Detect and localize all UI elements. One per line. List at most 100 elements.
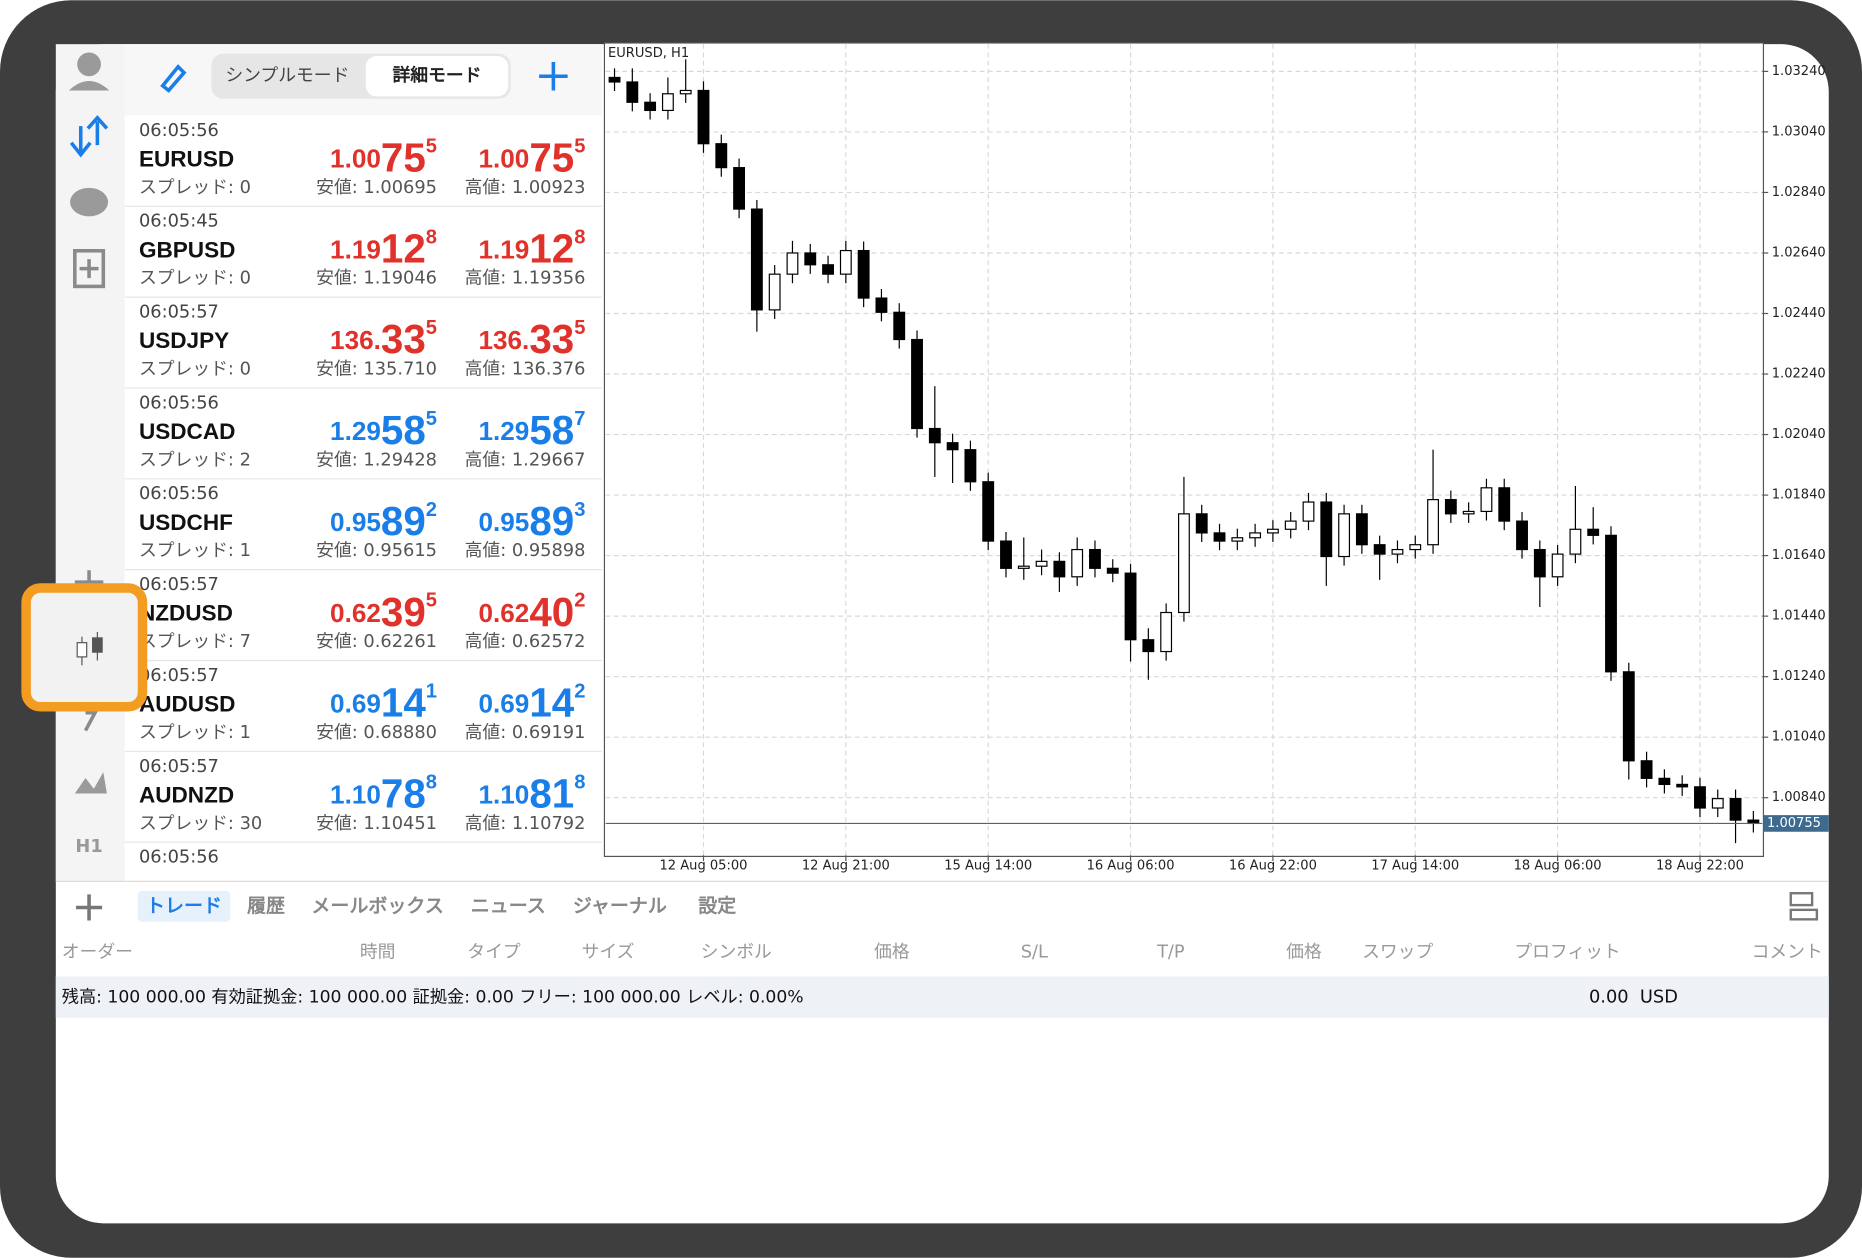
trade-icon[interactable] bbox=[69, 126, 92, 158]
add-symbol-icon[interactable] bbox=[539, 61, 568, 91]
terminal-tab[interactable]: 設定 bbox=[698, 895, 736, 917]
account-icon[interactable] bbox=[77, 52, 101, 77]
candle-body bbox=[1160, 611, 1173, 653]
bid-pips: 33 bbox=[381, 316, 426, 362]
spread: スプレッド: 0 bbox=[139, 177, 251, 198]
spread: スプレッド: 7 bbox=[139, 631, 251, 652]
bid-prefix: 136. bbox=[330, 325, 381, 355]
spread: スプレッド: 2 bbox=[139, 449, 251, 470]
mode-button[interactable]: 詳細モード bbox=[393, 64, 482, 86]
ask-pips: 89 bbox=[529, 498, 574, 544]
candle-body bbox=[1355, 513, 1368, 546]
quote-time: 06:05:56 bbox=[139, 847, 219, 868]
candle-body bbox=[911, 338, 923, 430]
candle-body bbox=[1711, 798, 1724, 809]
y-tick-label: 1.02840 bbox=[1772, 185, 1826, 200]
candle-body bbox=[1498, 487, 1511, 522]
quote-time: 06:05:56 bbox=[139, 120, 219, 141]
new-order-icon[interactable] bbox=[73, 249, 106, 289]
y-tick-label: 1.01240 bbox=[1772, 669, 1826, 684]
candle-body bbox=[733, 167, 746, 210]
candle-body bbox=[1391, 548, 1404, 555]
terminal-tab[interactable]: ジャーナル bbox=[573, 895, 667, 917]
bid-fraction: 5 bbox=[426, 590, 437, 612]
daily-low: 安値: 0.95615 bbox=[316, 540, 437, 561]
ask-pips: 75 bbox=[529, 134, 574, 180]
ask-fraction: 5 bbox=[574, 136, 585, 158]
quote-time: 06:05:45 bbox=[139, 211, 219, 232]
bid: 0.62395 bbox=[330, 588, 437, 634]
bid-fraction: 5 bbox=[426, 408, 437, 430]
account-summary: 残高: 100 000.00 有効証拠金: 100 000.00 証拠金: 0.… bbox=[62, 988, 804, 1008]
bid: 0.69141 bbox=[330, 679, 437, 725]
candle-body bbox=[928, 427, 941, 444]
daily-high: 高値: 136.376 bbox=[465, 359, 586, 380]
price-tag bbox=[1763, 815, 1829, 832]
terminal-tab[interactable]: トレード bbox=[146, 895, 222, 917]
y-tick-label: 1.03040 bbox=[1772, 124, 1826, 139]
candle-body bbox=[1694, 786, 1706, 809]
daily-low: 安値: 1.29428 bbox=[316, 449, 437, 470]
terminal-tab[interactable]: 履歴 bbox=[247, 895, 285, 917]
ask-prefix: 1.29 bbox=[478, 416, 529, 446]
candle-body bbox=[946, 442, 959, 451]
column-header: サイズ bbox=[582, 942, 635, 963]
tab-selected bbox=[137, 890, 231, 922]
candle-body bbox=[1195, 513, 1208, 534]
layout-icon[interactable] bbox=[1789, 892, 1814, 907]
bid-prefix: 0.69 bbox=[330, 689, 381, 719]
ask-pips: 40 bbox=[529, 588, 574, 634]
chart-title: EURUSD, H1 bbox=[608, 46, 689, 61]
ask-fraction: 8 bbox=[574, 227, 585, 249]
candle-body bbox=[964, 449, 977, 483]
quote-time: 06:05:57 bbox=[139, 302, 219, 323]
x-tick-label: 16 Aug 22:00 bbox=[1229, 858, 1317, 873]
ask: 136.335 bbox=[478, 316, 585, 362]
terminal-tab[interactable]: メールボックス bbox=[311, 895, 443, 917]
symbol: USDCHF bbox=[139, 510, 233, 535]
ask-fraction: 5 bbox=[574, 317, 585, 339]
daily-high: 高値: 0.62572 bbox=[465, 631, 586, 652]
mode-button[interactable]: シンプルモード bbox=[225, 65, 349, 86]
daily-high: 高値: 1.29667 bbox=[465, 449, 586, 470]
quote-row[interactable]: 06:05:56 bbox=[124, 841, 603, 868]
bid-pips: 12 bbox=[381, 225, 426, 271]
bid-fraction: 8 bbox=[426, 227, 437, 249]
candle-body bbox=[1462, 510, 1475, 515]
sidebar bbox=[55, 44, 125, 882]
add-tab-icon[interactable] bbox=[76, 894, 103, 921]
edit-icon[interactable] bbox=[160, 64, 187, 93]
bid-pips: 78 bbox=[381, 770, 426, 816]
objects-icon[interactable] bbox=[74, 772, 107, 794]
bid: 1.10788 bbox=[330, 770, 437, 816]
symbol: USDCAD bbox=[139, 419, 235, 444]
daily-low: 安値: 1.00695 bbox=[316, 177, 437, 198]
y-tick-label: 1.01640 bbox=[1772, 548, 1826, 563]
bid: 1.00755 bbox=[330, 134, 437, 180]
ask: 0.69142 bbox=[478, 679, 585, 725]
terminal-tab[interactable]: ニュース bbox=[471, 895, 546, 917]
candle-body bbox=[1249, 532, 1262, 539]
candle-body bbox=[1266, 528, 1279, 534]
candle-body bbox=[1071, 548, 1084, 578]
candle-body bbox=[679, 89, 692, 95]
candle-body bbox=[768, 273, 781, 311]
candle-body bbox=[822, 264, 834, 275]
chat-icon[interactable] bbox=[70, 187, 109, 217]
timeframe[interactable]: H1 bbox=[75, 836, 102, 857]
symbol: EURUSD bbox=[139, 146, 234, 171]
candle-body bbox=[857, 249, 870, 299]
bid-prefix: 1.29 bbox=[330, 416, 381, 446]
bid-pips: 89 bbox=[381, 498, 426, 544]
daily-high: 高値: 0.95898 bbox=[465, 540, 586, 561]
line-icon[interactable] bbox=[83, 710, 98, 732]
